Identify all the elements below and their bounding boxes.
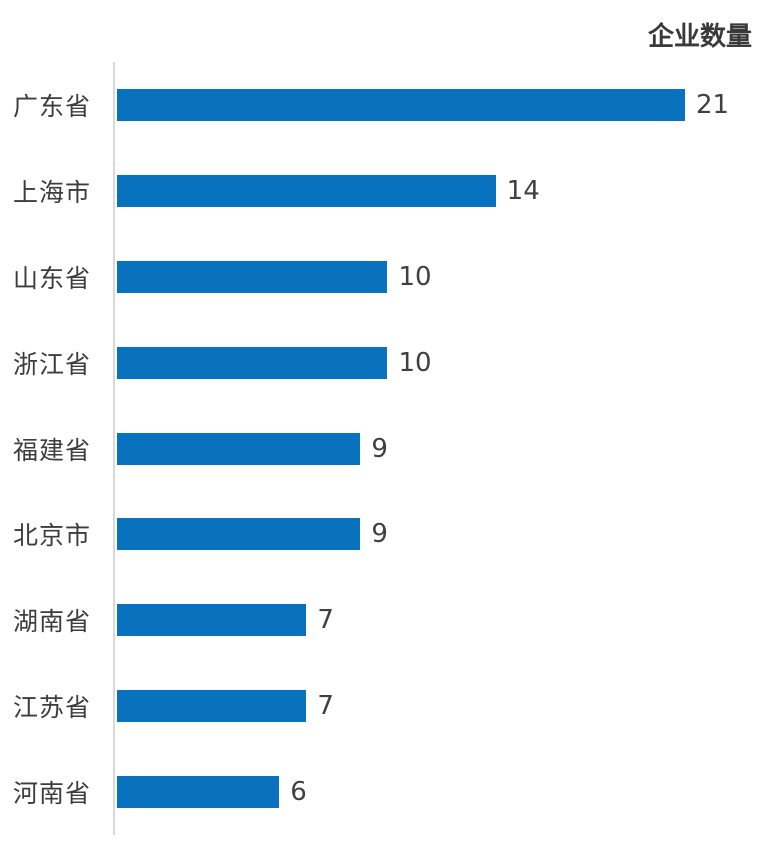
category-label: 浙江省 [13,349,92,379]
bar-row: 江苏省 7 [0,663,772,749]
bar-row: 山东省 10 [0,234,772,320]
chart-title: 企业数量 [647,22,752,52]
value-label: 7 [317,691,334,722]
value-label: 10 [398,347,432,378]
bar-area: 14 [113,174,772,207]
value-label: 9 [371,433,388,464]
bar-row: 北京市 9 [0,491,772,577]
value-label: 10 [398,261,432,292]
category-label: 北京市 [13,521,92,551]
bar[interactable] [117,518,361,551]
bar-row: 湖南省 7 [0,577,772,663]
bar-row: 浙江省 10 [0,320,772,406]
value-label: 6 [290,777,307,808]
plot-area: 广东省 21 上海市 14 山东省 10 浙江省 10 福建省 9 北京市 9 湖南省 7 江苏省 7 河南省 6 [0,62,772,835]
category-label: 山东省 [13,263,92,293]
bar-row: 福建省 9 [0,406,772,492]
bar-row: 广东省 21 [0,62,772,148]
category-label: 广东省 [13,91,92,121]
value-label: 9 [371,519,388,550]
category-label: 湖南省 [13,607,92,637]
bar-row: 上海市 14 [0,148,772,234]
bar-area: 9 [113,518,772,551]
bar-area: 10 [113,346,772,379]
bar-area: 7 [113,604,772,637]
category-axis-line [113,62,115,835]
value-label: 14 [506,175,540,206]
bar-area: 21 [113,88,772,121]
bar-area: 10 [113,260,772,293]
bar[interactable] [117,776,280,809]
value-label: 7 [317,605,334,636]
bar[interactable] [117,604,307,637]
bar-area: 9 [113,432,772,465]
bar[interactable] [117,260,388,293]
category-label: 江苏省 [13,693,92,723]
category-label: 河南省 [13,779,92,809]
bar-row: 河南省 6 [0,749,772,835]
bar-area: 7 [113,690,772,723]
bar[interactable] [117,432,361,465]
bar[interactable] [117,690,307,723]
bar[interactable] [117,346,388,379]
bar[interactable] [117,174,496,207]
bar-area: 6 [113,776,772,809]
bar[interactable] [117,88,685,121]
value-label: 21 [696,89,730,120]
category-label: 福建省 [13,435,92,465]
category-label: 上海市 [13,177,92,207]
